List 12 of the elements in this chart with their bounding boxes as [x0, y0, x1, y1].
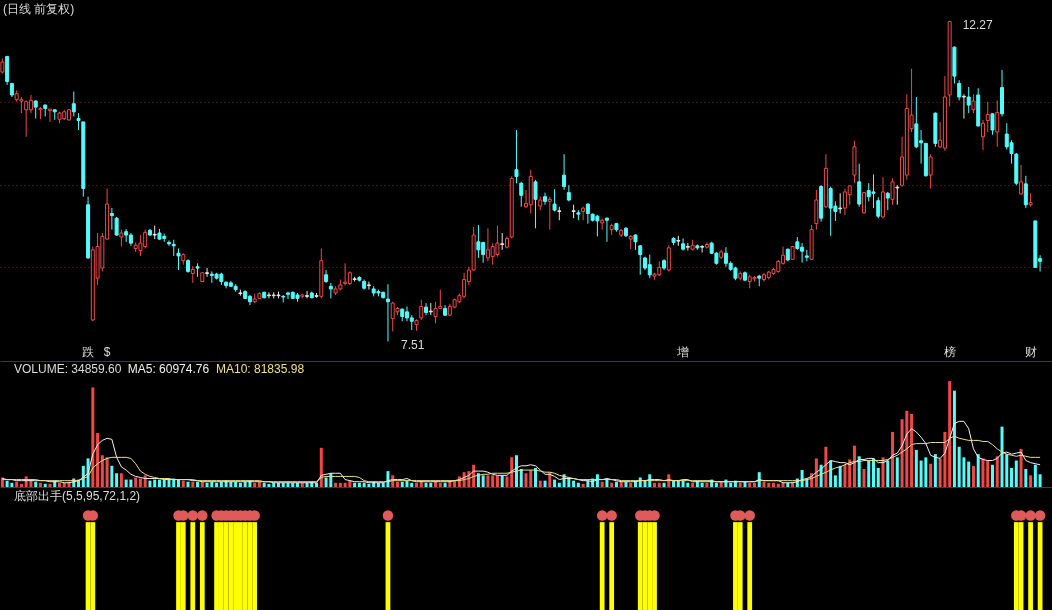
- annotation: 7.51: [400, 338, 425, 353]
- x-tick-label: 增: [676, 344, 690, 359]
- x-tick-label: $: [103, 344, 111, 359]
- x-tick-label: 榜: [943, 344, 956, 359]
- text: MA5: 60974.76: [127, 362, 210, 376]
- text: MA10: 81835.98: [216, 362, 305, 376]
- annotation: 12.27: [962, 17, 994, 32]
- chart-title: (日线 前复权): [3, 2, 75, 16]
- x-tick-label: 财: [1024, 344, 1037, 359]
- chart-title: VOLUME: 34859.60: [14, 362, 122, 376]
- x-tick-label: 跌: [82, 344, 95, 359]
- chart-title: 底部出手(5,5,95,72,1,2): [14, 489, 141, 503]
